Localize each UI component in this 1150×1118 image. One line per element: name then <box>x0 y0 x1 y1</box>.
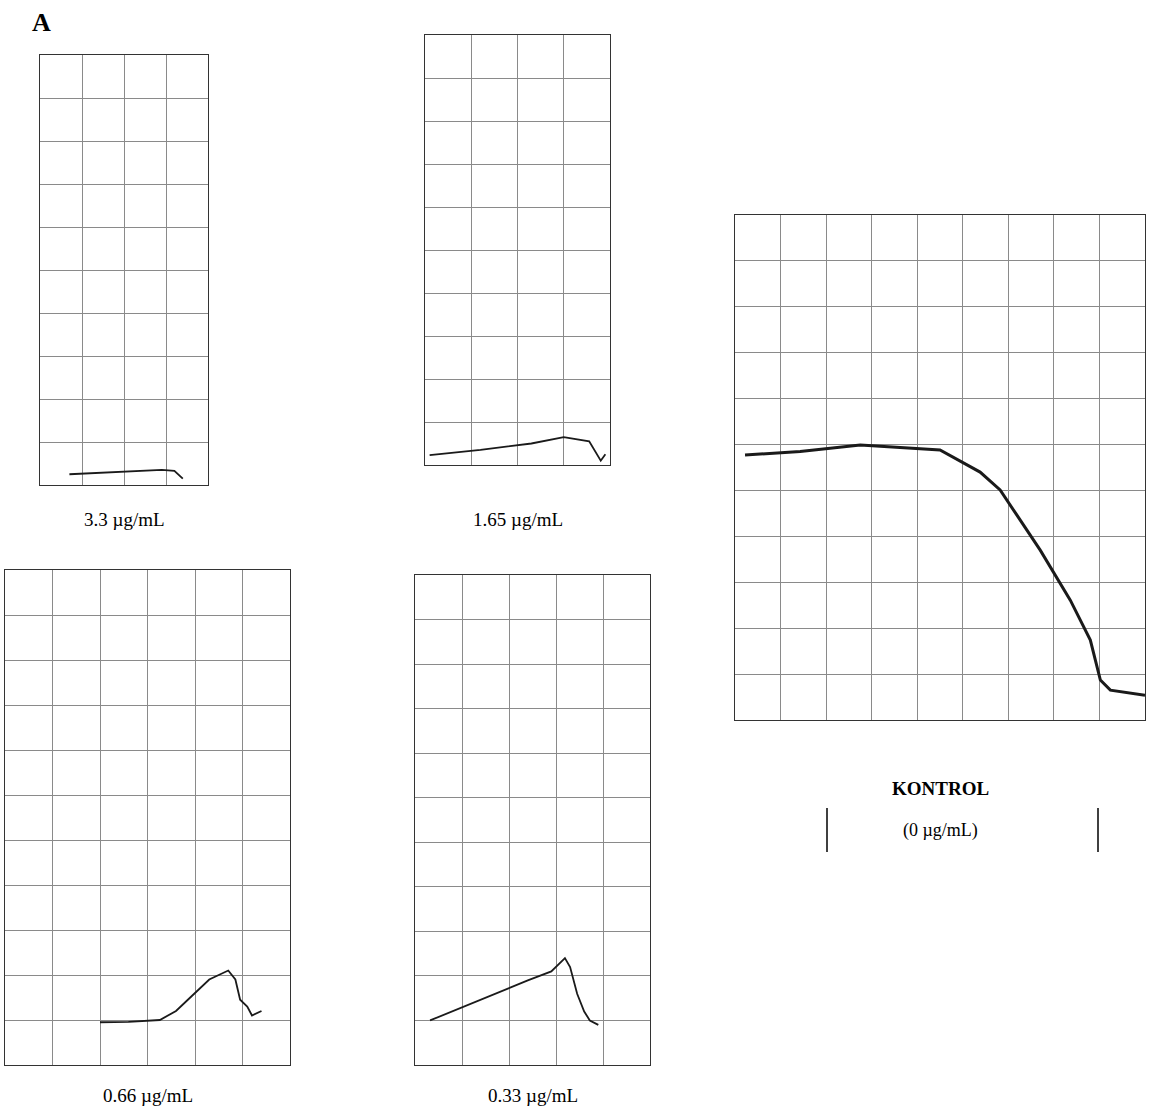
svg-text:(0 µg/mL): (0 µg/mL) <box>903 820 978 841</box>
svg-text:1.65 µg/mL: 1.65 µg/mL <box>473 509 563 530</box>
svg-text:KONTROL: KONTROL <box>892 778 989 799</box>
svg-text:3.3 µg/mL: 3.3 µg/mL <box>84 509 165 530</box>
svg-text:0.66 µg/mL: 0.66 µg/mL <box>103 1085 193 1106</box>
svg-text:0.33 µg/mL: 0.33 µg/mL <box>488 1085 578 1106</box>
svg-text:A: A <box>32 8 51 37</box>
